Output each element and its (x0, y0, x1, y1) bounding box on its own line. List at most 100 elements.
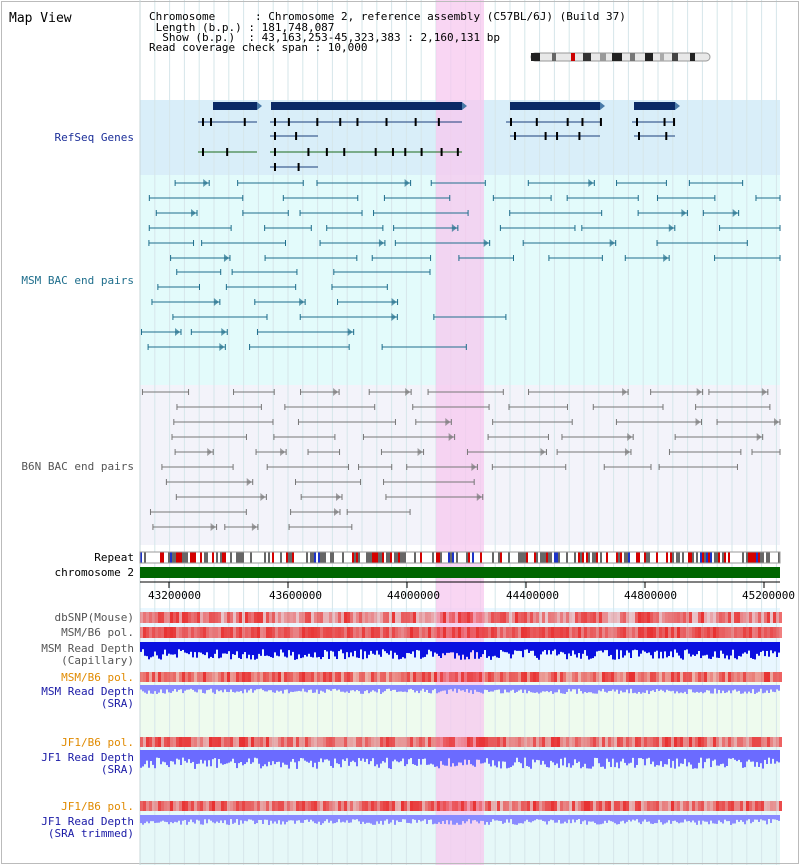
repeat-mark (482, 552, 484, 563)
pol-cell (647, 672, 650, 682)
depth-bar (594, 750, 596, 758)
depth-bar (494, 750, 496, 766)
pol-cell (536, 627, 539, 638)
bac-arrow (251, 523, 257, 531)
depth-bar (274, 750, 276, 765)
track-label-jf1-b6-pol[interactable]: JF1/B6 pol. (61, 736, 134, 749)
pol-cell (323, 627, 326, 638)
pol-cell (191, 627, 194, 638)
pol-cell (338, 627, 341, 638)
pol-cell (749, 801, 752, 811)
pol-cell (383, 801, 386, 811)
exon-mark (243, 118, 246, 126)
repeat-mark (374, 552, 376, 563)
pol-cell (752, 627, 755, 638)
depth-bar (556, 685, 558, 693)
track-label-msm-bac[interactable]: MSM BAC end pairs (21, 274, 134, 287)
depth-bar (472, 642, 474, 651)
pol-cell (185, 612, 188, 623)
gene-arrow (600, 102, 605, 110)
pol-cell (557, 672, 560, 682)
track-label-repeat[interactable]: Repeat (94, 551, 134, 564)
pol-cell (515, 672, 518, 682)
depth-bar (706, 642, 708, 655)
pol-cell (764, 801, 767, 811)
pol-cell (464, 612, 467, 623)
pol-cell (635, 612, 638, 623)
track-label-jf1-depth-trim[interactable]: JF1 Read Depth (SRA trimmed) (41, 815, 134, 840)
repeat-mark (524, 552, 526, 563)
depth-bar (338, 642, 340, 652)
pol-cell (611, 627, 614, 638)
depth-bar (484, 750, 486, 763)
depth-bar (554, 815, 556, 823)
pol-cell (248, 627, 251, 638)
depth-bar (294, 750, 296, 763)
repeat-mark (512, 552, 514, 563)
pol-cell (731, 737, 734, 747)
depth-bar (666, 642, 668, 658)
depth-bar (322, 685, 324, 692)
pol-cell (590, 612, 593, 623)
track-label-chromosome[interactable]: chromosome 2 (54, 566, 134, 579)
track-label-msm-b6-pol[interactable]: MSM/B6 pol. (61, 626, 134, 639)
depth-bar (170, 815, 172, 823)
repeat-mark (148, 552, 150, 563)
pol-cell (308, 612, 311, 623)
pol-cell (434, 801, 437, 811)
repeat-mark (682, 552, 684, 563)
repeat-mark (504, 552, 506, 563)
depth-bar (340, 815, 342, 823)
pol-cell (152, 737, 155, 747)
track-label-jf1-depth-sra[interactable]: JF1 Read Depth (SRA) (41, 751, 134, 776)
depth-bar (418, 815, 420, 820)
depth-bar (716, 750, 718, 766)
depth-bar (458, 815, 460, 825)
depth-bar (380, 685, 382, 694)
pol-cell (434, 627, 437, 638)
track-label-b6n-bac[interactable]: B6N BAC end pairs (21, 460, 134, 473)
depth-bar (704, 642, 706, 656)
pol-cell (704, 801, 707, 811)
depth-bar (194, 642, 196, 653)
pol-cell (173, 801, 176, 811)
pol-cell (590, 737, 593, 747)
depth-bar (632, 685, 634, 694)
depth-bar (406, 815, 408, 823)
depth-bar (194, 750, 196, 769)
pol-cell (323, 612, 326, 623)
track-label-msm-depth-sra[interactable]: MSM Read Depth (SRA) (41, 685, 134, 710)
pol-cell (281, 672, 284, 682)
pol-cell (641, 737, 644, 747)
track-label-dbsnp[interactable]: dbSNP(Mouse) (54, 611, 134, 624)
depth-bar (342, 642, 344, 654)
pol-cell (413, 627, 416, 638)
pol-cell (254, 737, 257, 747)
track-label-jf1-b6-pol-2[interactable]: JF1/B6 pol. (61, 800, 134, 813)
depth-bar (208, 685, 210, 690)
depth-bar (766, 642, 768, 651)
exon-mark (339, 118, 342, 126)
depth-bar (744, 685, 746, 692)
depth-bar (254, 685, 256, 691)
depth-bar (448, 750, 450, 759)
pol-cell (665, 672, 668, 682)
depth-bar (426, 750, 428, 765)
depth-bar (764, 750, 766, 760)
depth-bar (518, 750, 520, 763)
depth-bar (426, 685, 428, 691)
depth-bar (698, 642, 700, 651)
track-label-msm-b6-pol-2[interactable]: MSM/B6 pol. (61, 671, 134, 684)
depth-bar (164, 642, 166, 650)
pol-cell (170, 801, 173, 811)
depth-bar (192, 685, 194, 690)
depth-bar (310, 642, 312, 657)
pol-cell (530, 612, 533, 623)
track-label-msm-depth-capillary[interactable]: MSM Read Depth (Capillary) (41, 642, 134, 667)
pol-cell (290, 801, 293, 811)
exon-mark (385, 118, 388, 126)
gene-block (510, 102, 600, 110)
track-label-refseq[interactable]: RefSeq Genes (54, 131, 134, 144)
depth-bar (734, 750, 736, 760)
